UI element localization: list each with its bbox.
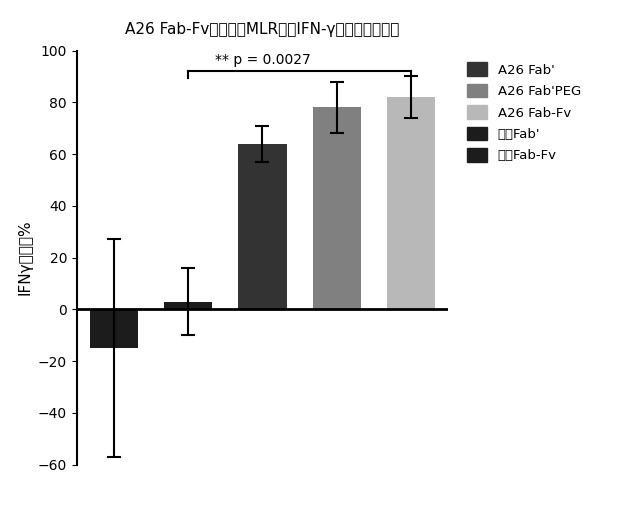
Bar (387, 97, 435, 309)
Bar (164, 301, 212, 309)
Bar (238, 143, 287, 309)
Bar (312, 108, 361, 309)
Y-axis label: IFNγの阵害%: IFNγの阵害% (17, 220, 32, 295)
Legend: A26 Fab', A26 Fab'PEG, A26 Fab-Fv, 対照Fab', 対照Fab-Fv: A26 Fab', A26 Fab'PEG, A26 Fab-Fv, 対照Fab… (462, 57, 586, 168)
Bar (90, 309, 138, 348)
Text: ** p = 0.0027: ** p = 0.0027 (214, 54, 310, 67)
Title: A26 Fab-Fvは、ヒトMLR中のIFN-γ産生を阵害する: A26 Fab-Fvは、ヒトMLR中のIFN-γ産生を阵害する (125, 22, 399, 37)
